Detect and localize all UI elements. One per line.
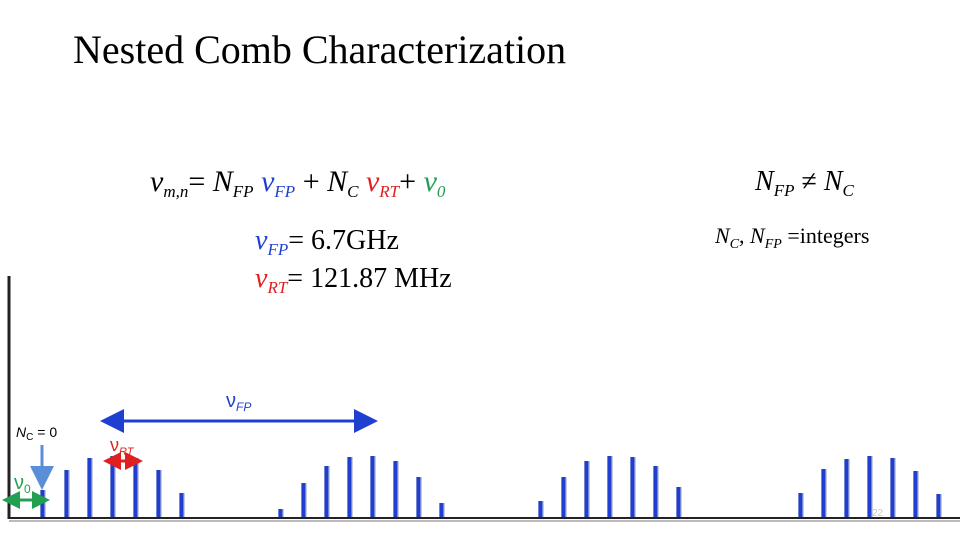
nu-rt-subscript: RT xyxy=(379,182,400,201)
comma: , xyxy=(739,223,745,248)
nu-0-symbol: ν xyxy=(423,165,437,198)
rt-value: 121.87 MHz xyxy=(310,263,452,294)
nu-mn-symbol: νm,n xyxy=(150,165,189,201)
not-equal-sign: ≠ xyxy=(801,166,817,197)
integers-word: integers xyxy=(799,223,870,248)
comb-line xyxy=(324,466,329,517)
n-fp-symbol: N xyxy=(212,165,233,198)
comb-line xyxy=(40,490,45,517)
nu-rt-symbol: ν xyxy=(365,165,380,198)
fp-value: 6.7GHz xyxy=(311,225,399,256)
main-equation: νm,n= NFP νFP + NC νRT+ ν0 xyxy=(150,165,445,202)
rt-value-equation: νRT= 121.87 MHz xyxy=(255,263,452,298)
comb-line xyxy=(347,457,352,517)
fp-value-equation: νFP= 6.7GHz xyxy=(255,225,399,260)
equals-sign: = xyxy=(787,223,800,248)
fp-subscript: FP xyxy=(267,240,289,259)
c-subscript: C xyxy=(842,181,854,200)
zero-subscript: 0 xyxy=(24,482,31,496)
comb-line xyxy=(561,477,566,517)
equals-sign: = xyxy=(188,165,206,198)
nc-zero-label: NC = 0 xyxy=(16,424,57,443)
slide-title: Nested Comb Characterization xyxy=(73,27,567,72)
comb-line xyxy=(393,461,398,517)
comb-line xyxy=(64,470,69,517)
comb-line xyxy=(301,483,306,517)
n-c-symbol: N xyxy=(327,165,348,198)
nu-rt-symbol: ν xyxy=(255,263,268,294)
nu-fp-subscript: FP xyxy=(274,182,296,201)
comb-line xyxy=(844,459,849,517)
c-subscript: C xyxy=(26,432,34,443)
comb-line xyxy=(370,456,375,517)
comb-lines xyxy=(40,456,942,517)
integers-statement: NC, NFP =integers xyxy=(715,223,869,253)
inequality-equation: NFP ≠ NC xyxy=(755,166,854,201)
n-fp-subscript: FP xyxy=(232,182,254,201)
comb-line xyxy=(278,509,283,517)
comb-line xyxy=(867,456,872,517)
comb-line xyxy=(538,501,543,517)
nu-symbol: ν xyxy=(110,435,119,455)
rt-subscript: RT xyxy=(119,446,134,458)
comb-line xyxy=(133,458,138,517)
equals-sign: = xyxy=(288,225,305,256)
comb-line xyxy=(416,477,421,517)
comb-line xyxy=(821,469,826,517)
comb-line xyxy=(798,493,803,517)
nu-symbol: ν xyxy=(14,472,24,494)
comb-line xyxy=(890,458,895,517)
nu-symbol: ν xyxy=(150,165,164,198)
n-symbol: N xyxy=(16,424,27,440)
nu-fp-symbol: ν xyxy=(255,225,268,256)
slide-number: 22 xyxy=(872,508,884,519)
comb-line xyxy=(936,494,941,517)
nu-0-subscript: 0 xyxy=(436,182,446,201)
comb-line xyxy=(676,487,681,517)
comb-line xyxy=(156,470,161,517)
comb-line xyxy=(607,456,612,517)
rt-subscript: RT xyxy=(267,278,288,297)
fp-subscript: FP xyxy=(764,237,782,252)
comb-line xyxy=(913,471,918,517)
n-fp-symbol: N xyxy=(750,223,765,248)
comb-line xyxy=(653,466,658,517)
n-c-symbol: N xyxy=(823,166,843,197)
c-subscript: C xyxy=(729,237,740,252)
v0-offset-label: ν0 xyxy=(14,472,31,496)
plus-sign-2: + xyxy=(399,165,417,198)
equals-sign: = xyxy=(287,263,304,294)
fp-subscript: FP xyxy=(773,181,795,200)
n-fp-symbol: N xyxy=(755,166,774,197)
comb-line xyxy=(110,456,115,517)
plus-sign: + xyxy=(302,165,320,198)
comb-line xyxy=(630,457,635,517)
comb-line xyxy=(584,461,589,517)
equals-zero: = 0 xyxy=(37,424,58,440)
nu-fp-symbol: ν xyxy=(261,165,275,198)
comb-line xyxy=(179,493,184,517)
n-c-symbol: N xyxy=(715,223,730,248)
comb-line xyxy=(87,458,92,517)
comb-line xyxy=(439,503,444,517)
nu-symbol: ν xyxy=(226,390,236,412)
rt-spacing-label: νRT xyxy=(110,435,133,458)
fp-subscript: FP xyxy=(236,400,252,414)
mn-subscript: m,n xyxy=(163,182,189,201)
fp-spacing-label: νFP xyxy=(226,390,251,414)
n-c-subscript: C xyxy=(347,182,359,201)
